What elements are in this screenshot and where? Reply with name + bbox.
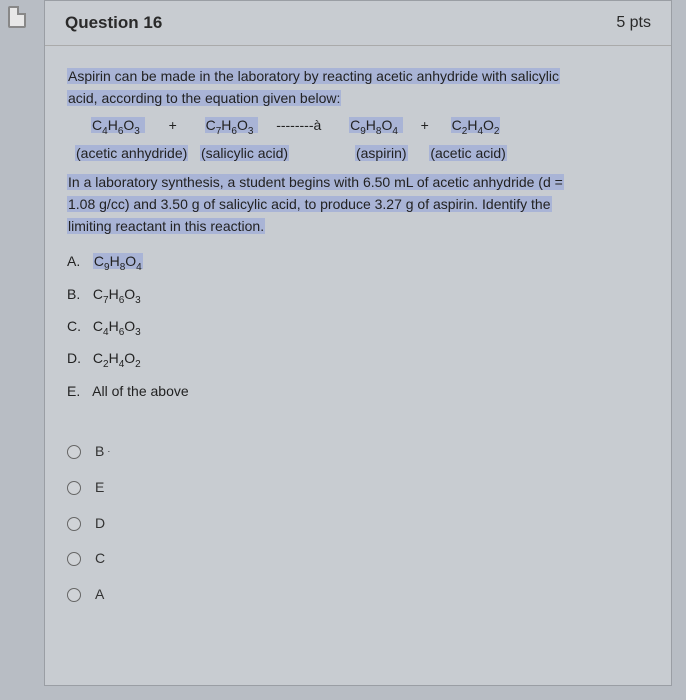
question-intro: Aspirin can be made in the laboratory by…	[67, 66, 649, 109]
question-card: Question 16 5 pts Aspirin can be made in…	[44, 0, 672, 686]
question-points: 5 pts	[616, 14, 651, 32]
radio-circle-icon	[67, 552, 81, 566]
radio-option-d[interactable]: D	[67, 506, 649, 542]
question-header: Question 16 5 pts	[45, 1, 671, 46]
choice-e: E. All of the above	[67, 377, 649, 407]
radio-option-b[interactable]: B ·	[67, 434, 649, 470]
radio-option-c[interactable]: C	[67, 541, 649, 577]
page-icon	[8, 6, 26, 28]
choices-list: A. C9H8O4 B. C7H6O3 C. C4H6O3 D.	[67, 247, 649, 406]
radio-option-a[interactable]: A	[67, 577, 649, 613]
radio-option-e[interactable]: E	[67, 470, 649, 506]
question-paragraph: In a laboratory synthesis, a student beg…	[67, 172, 649, 237]
radio-circle-icon	[67, 588, 81, 602]
choice-c: C. C4H6O3	[67, 312, 649, 344]
radio-circle-icon	[67, 481, 81, 495]
radio-group: B · E D C A	[67, 434, 649, 612]
equation: C4H6O3 + C7H6O3 --------à C9H8O4 + C2H	[67, 115, 649, 139]
radio-circle-icon	[67, 517, 81, 531]
question-title: Question 16	[65, 13, 162, 33]
choice-b: B. C7H6O3	[67, 280, 649, 312]
choice-a: A. C9H8O4	[67, 247, 649, 279]
radio-circle-icon	[67, 445, 81, 459]
choice-d: D. C2H4O2	[67, 344, 649, 376]
question-body: Aspirin can be made in the laboratory by…	[45, 46, 671, 633]
equation-labels: (acetic anhydride) (salicylic acid) (asp…	[67, 143, 649, 165]
